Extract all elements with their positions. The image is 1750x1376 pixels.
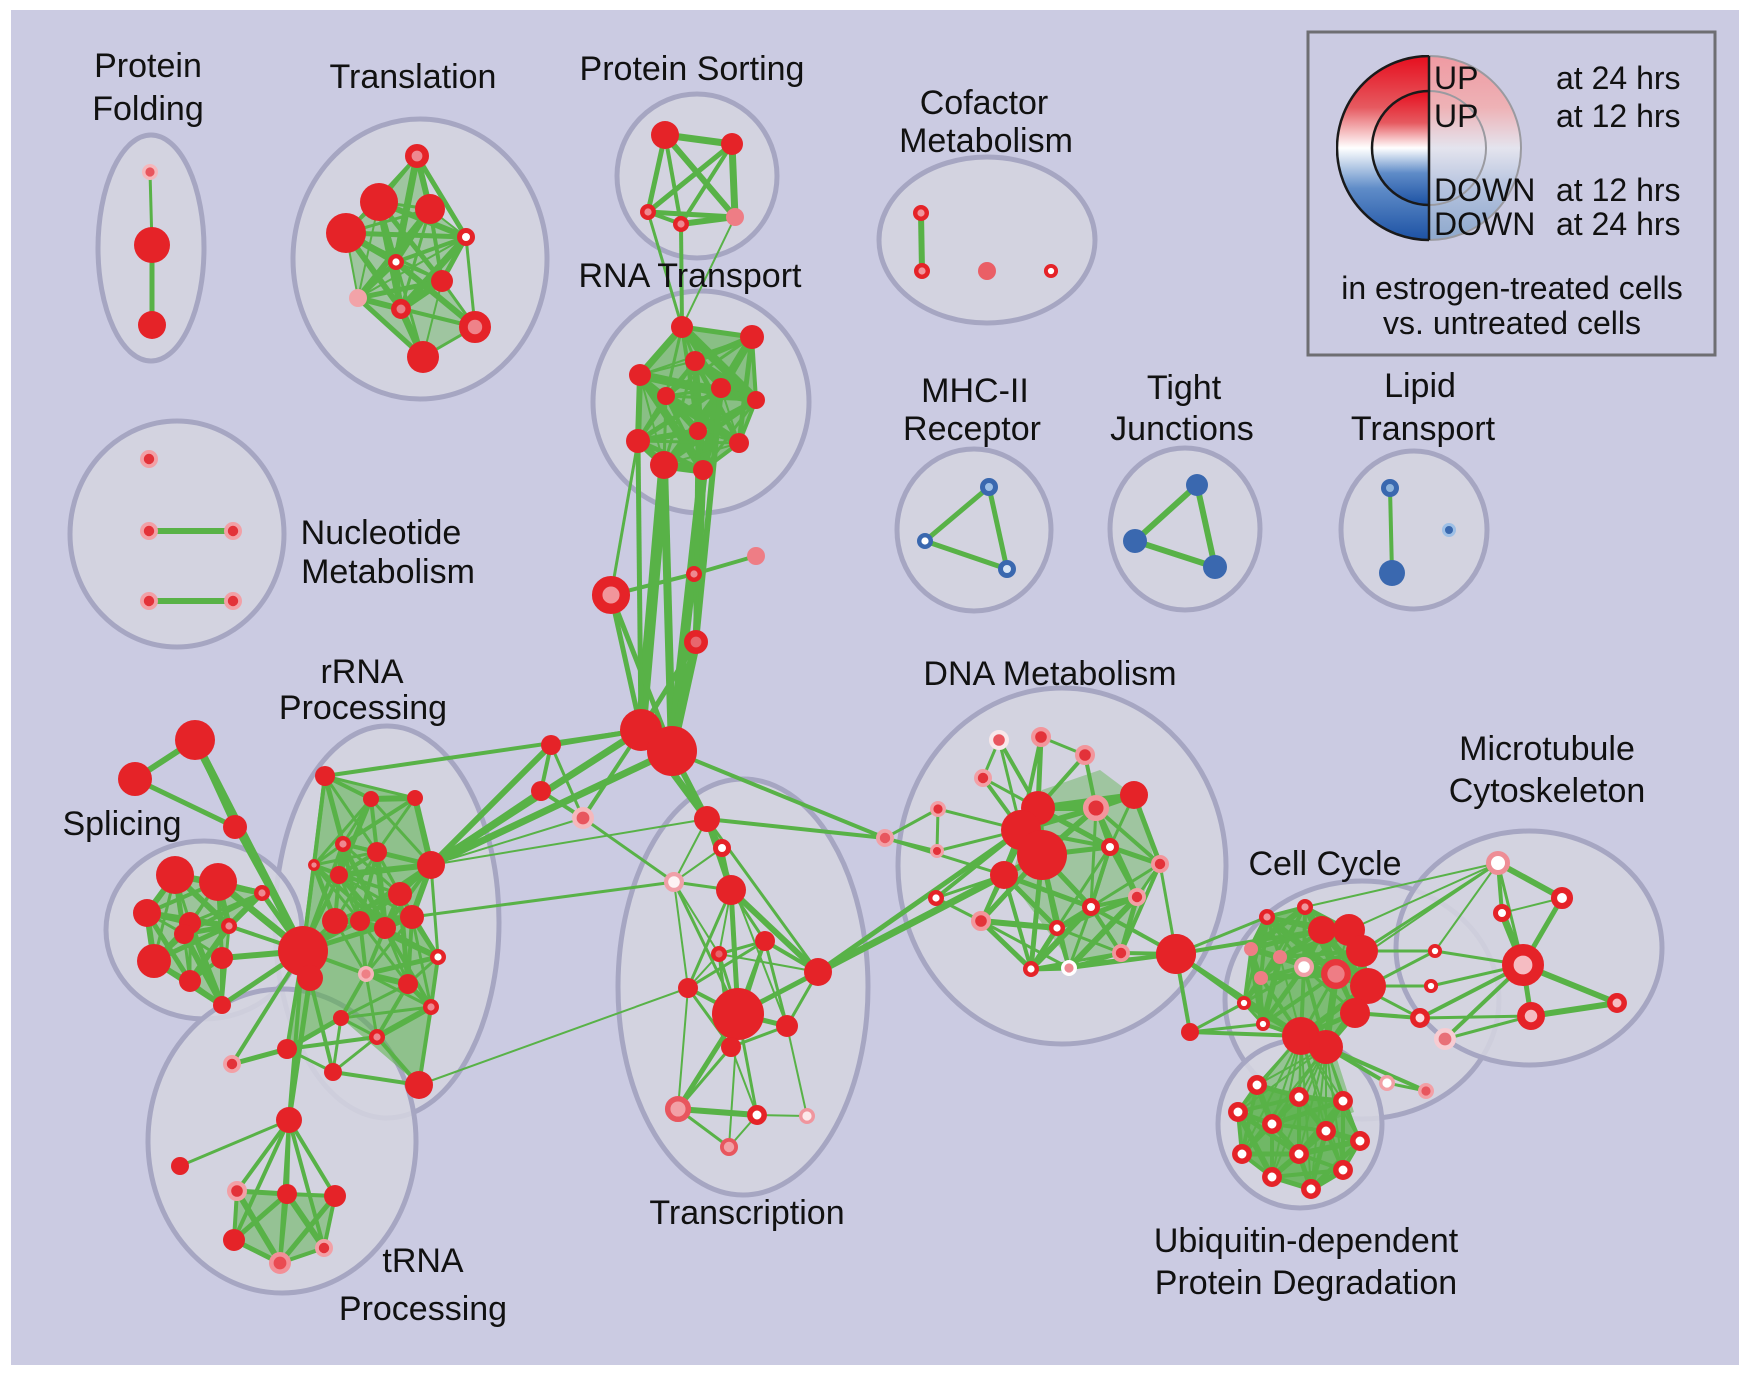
svg-text:DOWN: DOWN — [1434, 172, 1535, 208]
svg-text:Translation: Translation — [330, 58, 497, 96]
svg-text:Protein: Protein — [94, 47, 202, 85]
svg-text:Transcription: Transcription — [649, 1194, 844, 1232]
svg-text:Ubiquitin-dependent: Ubiquitin-dependent — [1154, 1222, 1459, 1260]
svg-text:in estrogen-treated cells: in estrogen-treated cells — [1341, 270, 1683, 306]
svg-text:at 24 hrs: at 24 hrs — [1556, 206, 1681, 242]
svg-text:Cell Cycle: Cell Cycle — [1248, 845, 1401, 883]
svg-text:at 12 hrs: at 12 hrs — [1556, 172, 1681, 208]
svg-text:Protein Degradation: Protein Degradation — [1155, 1264, 1457, 1302]
svg-text:Folding: Folding — [92, 90, 204, 128]
svg-text:tRNA: tRNA — [382, 1242, 464, 1280]
svg-text:Nucleotide: Nucleotide — [301, 514, 462, 552]
svg-text:Cofactor: Cofactor — [920, 84, 1049, 122]
svg-text:Microtubule: Microtubule — [1459, 730, 1635, 768]
svg-text:UP: UP — [1434, 60, 1478, 96]
svg-text:Junctions: Junctions — [1110, 410, 1254, 448]
svg-text:vs. untreated cells: vs. untreated cells — [1383, 305, 1641, 341]
svg-text:Receptor: Receptor — [903, 410, 1041, 448]
svg-text:Protein Sorting: Protein Sorting — [580, 50, 805, 88]
svg-text:Tight: Tight — [1147, 369, 1222, 407]
svg-text:rRNA: rRNA — [320, 653, 403, 691]
svg-text:Metabolism: Metabolism — [899, 122, 1073, 160]
svg-text:Lipid: Lipid — [1384, 367, 1456, 405]
svg-text:RNA Transport: RNA Transport — [579, 257, 803, 295]
svg-text:MHC-II: MHC-II — [921, 372, 1029, 410]
svg-text:at 12 hrs: at 12 hrs — [1556, 98, 1681, 134]
svg-text:Processing: Processing — [279, 689, 447, 727]
svg-text:Splicing: Splicing — [62, 805, 181, 843]
svg-text:UP: UP — [1434, 98, 1478, 134]
svg-text:DNA Metabolism: DNA Metabolism — [923, 655, 1176, 693]
svg-text:Transport: Transport — [1351, 410, 1496, 448]
svg-text:Processing: Processing — [339, 1290, 507, 1328]
svg-text:Metabolism: Metabolism — [301, 553, 475, 591]
svg-text:DOWN: DOWN — [1434, 206, 1535, 242]
svg-text:at 24 hrs: at 24 hrs — [1556, 60, 1681, 96]
svg-text:Cytoskeleton: Cytoskeleton — [1449, 772, 1646, 810]
